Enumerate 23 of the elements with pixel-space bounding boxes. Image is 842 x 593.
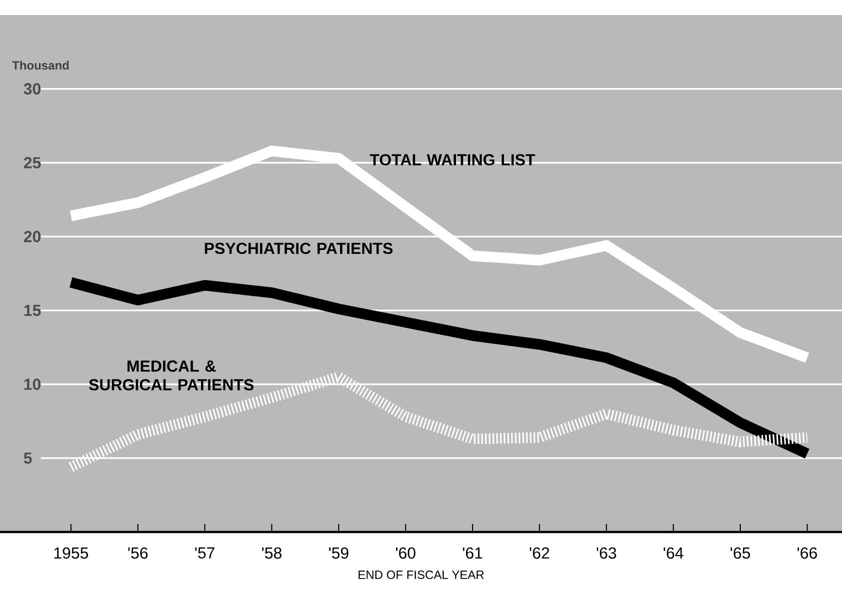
x-tick-label: '66 xyxy=(798,547,817,559)
y-axis-title: Thousand xyxy=(12,60,69,70)
series-label: TOTAL WAITING LIST xyxy=(370,154,536,166)
y-tick-label: 20 xyxy=(24,230,41,242)
x-tick-label: 1955 xyxy=(54,547,88,559)
x-tick-label: '62 xyxy=(530,547,550,559)
x-tick-label: '65 xyxy=(730,547,750,559)
y-tick-label: 25 xyxy=(24,157,41,168)
x-tick-label: '60 xyxy=(396,547,416,559)
x-tick-label: '56 xyxy=(128,547,148,559)
x-tick-label: '58 xyxy=(262,547,282,559)
series-label: MEDICAL & SURGICAL PATIENTS xyxy=(88,360,254,390)
x-tick-label: '59 xyxy=(329,547,348,559)
y-tick-label: 10 xyxy=(24,378,41,390)
x-tick-label: '63 xyxy=(596,547,616,559)
x-tick-label: '61 xyxy=(462,547,482,559)
x-tick-label: '64 xyxy=(664,547,684,559)
y-tick-label: 5 xyxy=(24,452,32,464)
y-tick-label: 30 xyxy=(24,83,41,95)
y-tick-label: 15 xyxy=(24,304,41,316)
x-axis-title: END OF FISCAL YEAR xyxy=(358,570,484,580)
series-label: PSYCHIATRIC PATIENTS xyxy=(204,242,393,254)
x-tick-label: '57 xyxy=(195,547,214,559)
